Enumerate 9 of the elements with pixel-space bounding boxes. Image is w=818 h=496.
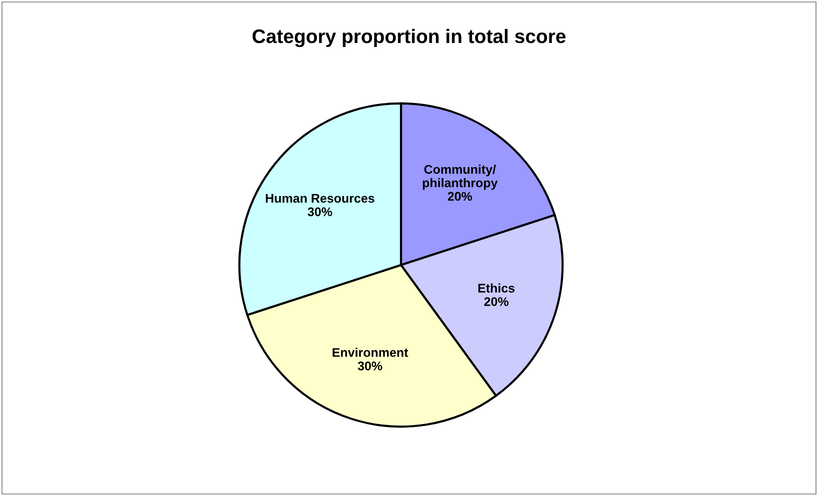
data-label: 30% <box>358 362 382 370</box>
slice-label: Human Resources <box>266 194 374 203</box>
slice-label: Environment <box>332 348 408 357</box>
slice-label: Community/ philanthropy <box>422 164 498 190</box>
chart-title: Category proportion in total score <box>252 28 566 48</box>
data-label: 20% <box>484 297 508 306</box>
data-label: 30% <box>308 207 332 216</box>
data-label: 20% <box>448 192 472 201</box>
slice-label: Ethics <box>478 283 515 293</box>
